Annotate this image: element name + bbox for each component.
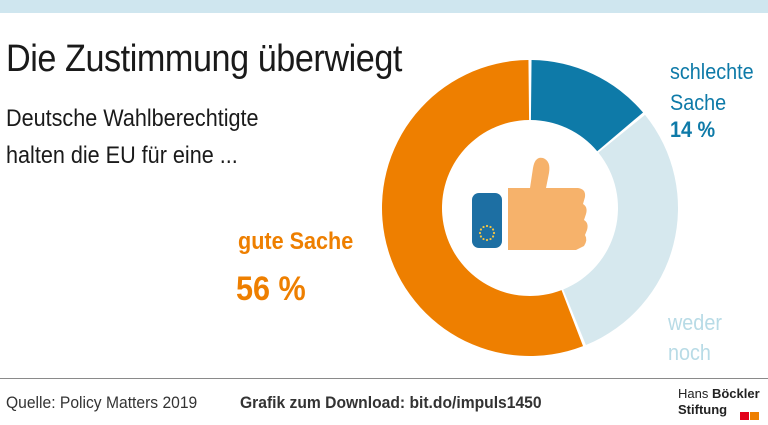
label-schlechte-sache: schlechte Sache (670, 56, 754, 118)
eu-star (479, 235, 483, 238)
label-gute-sache: gute Sache (238, 228, 354, 255)
label-schlechte-line-2: Sache (670, 90, 727, 115)
logo-line-1: Hans Böckler (678, 386, 760, 401)
label-weder-noch: weder noch (668, 308, 722, 368)
slice-schlechte-sache (530, 60, 644, 152)
logo-color-bar (740, 407, 760, 420)
logo-line-2: Stiftung (678, 402, 728, 417)
eu-star (485, 224, 489, 228)
eu-star (479, 228, 483, 231)
value-gute-sache: 56 % (236, 270, 306, 308)
label-schlechte-line-1: schlechte (670, 59, 754, 84)
eu-star (478, 231, 482, 235)
value-schlechte-sache: 14 % (670, 117, 716, 142)
hans-boeckler-logo: Hans Böckler Stiftung (668, 386, 768, 422)
source-text: Quelle: Policy Matters 2019 (6, 393, 198, 412)
subtitle: Deutsche Wahlberechtigte halten die EU f… (6, 100, 259, 174)
eu-star (489, 225, 492, 229)
eu-star (489, 237, 492, 241)
eu-star (482, 225, 485, 229)
subtitle-line-2: halten die EU für eine ... (6, 142, 238, 169)
donut-chart (382, 60, 678, 356)
eu-star (482, 237, 485, 241)
footer-divider (0, 378, 768, 379)
download-link[interactable]: Grafik zum Download: bit.do/impuls1450 (240, 393, 542, 412)
label-weder-line-2: noch (668, 340, 711, 365)
label-weder-line-1: weder (668, 310, 722, 335)
thumbs-up-shape (508, 157, 588, 250)
subtitle-line-1: Deutsche Wahlberechtigte (6, 105, 259, 132)
eu-star (491, 228, 495, 231)
top-band (0, 0, 768, 13)
thumbs-up-eu-icon (472, 157, 588, 250)
eu-star (491, 235, 495, 238)
slice-gute-sache (382, 60, 584, 356)
slice-weder-noch (563, 114, 678, 346)
eu-star (485, 238, 489, 242)
eu-flag-badge (472, 193, 502, 248)
page-title: Die Zustimmung überwiegt (6, 38, 402, 80)
eu-star (492, 231, 496, 235)
